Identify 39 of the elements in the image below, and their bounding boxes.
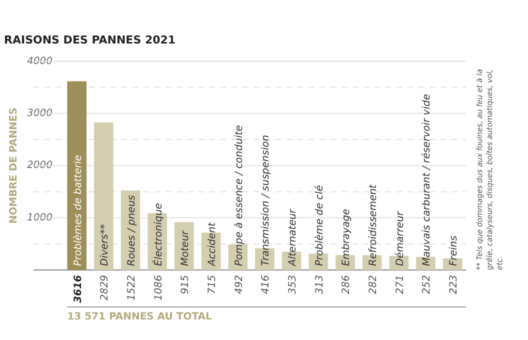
x-tick-label: Moteur <box>180 230 192 266</box>
x-tick-label: Accident <box>207 222 218 267</box>
data-label: 1086 <box>153 275 164 300</box>
data-label: 271 <box>394 275 406 294</box>
data-label: 2829 <box>100 275 111 300</box>
x-tick-label: Freins <box>448 236 460 266</box>
chart-title: RAISONS DES PANNES 2021 <box>4 33 176 46</box>
bar <box>94 122 114 270</box>
y-axis-title: NOMBRE DE PANNES <box>8 108 20 224</box>
x-tick-label: Divers** <box>100 224 111 266</box>
x-tick-label: Pompe à essence / conduite <box>234 125 245 266</box>
data-label: 1522 <box>126 275 138 300</box>
x-tick-label: Transmission / suspension <box>260 134 272 266</box>
data-label: 282 <box>368 275 380 294</box>
x-tick-label: Embrayage <box>341 208 352 266</box>
y-tick-label: 2000 <box>26 160 52 172</box>
bar <box>67 81 87 270</box>
data-label: 252 <box>422 275 433 294</box>
x-tick-label: Refroidissement <box>368 183 380 266</box>
x-tick-label: Alternateur <box>288 208 299 267</box>
data-label: 715 <box>207 275 218 294</box>
data-label: 313 <box>314 275 326 294</box>
x-tick-label: Électronique <box>151 203 164 266</box>
data-label: 915 <box>180 275 192 294</box>
x-tick-label: Mauvais carburant / réservoir vide <box>422 94 433 266</box>
x-tick-label: Problèmes de batterie <box>72 154 84 266</box>
text: 13 571 PANNES AU TOTAL <box>67 312 212 323</box>
y-tick-label: 1000 <box>26 212 52 224</box>
x-tick-label: Problème de clé <box>314 185 326 266</box>
data-label: 416 <box>260 275 272 294</box>
data-label: 223 <box>448 275 460 294</box>
data-label: 3616 <box>72 274 84 303</box>
data-label: 286 <box>341 275 352 294</box>
y-tick-label: 3000 <box>26 108 52 119</box>
data-label: 353 <box>288 275 299 294</box>
y-tick-label: 4000 <box>26 56 52 67</box>
x-tick-label: Roues / pneus <box>126 195 138 266</box>
x-tick-label: Démarreur <box>394 210 406 266</box>
data-label: 492 <box>234 275 245 294</box>
